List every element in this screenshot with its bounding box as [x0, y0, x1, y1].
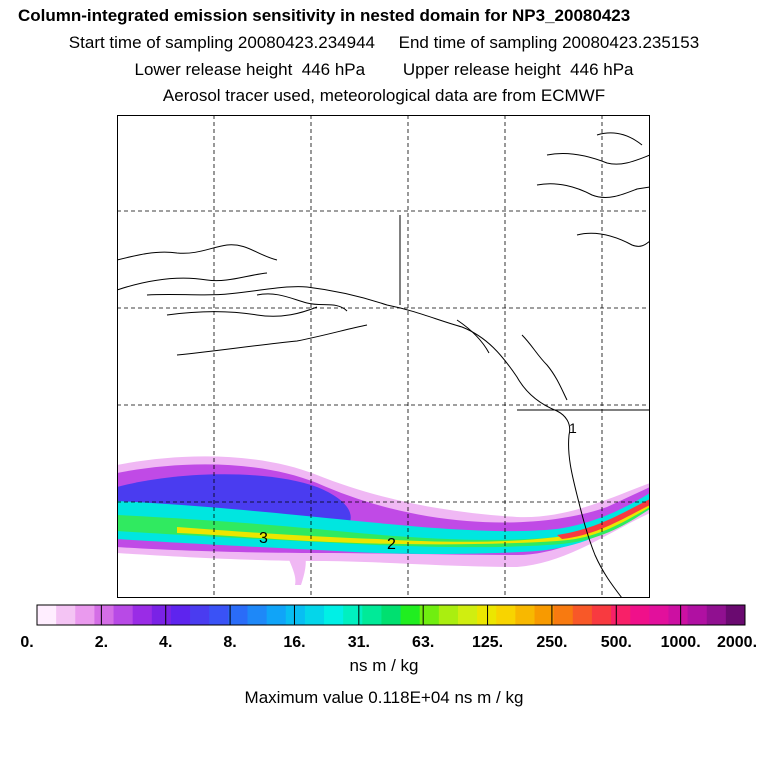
legend-swatch [228, 605, 248, 625]
plume-wisp [287, 555, 306, 585]
legend-swatch [113, 605, 134, 625]
legend-units: ns m / kg [349, 656, 419, 675]
legend-swatch [630, 605, 650, 625]
legend-tick-label: 2. [95, 634, 108, 651]
legend-swatch [266, 605, 287, 625]
sampling-times: Start time of sampling 20080423.234944 E… [68, 33, 700, 52]
legend-swatch [496, 605, 516, 625]
legend-swatch [400, 605, 421, 625]
legend-swatch [381, 605, 402, 625]
legend-tick-labels: 0. 2. 4. 8. 16. 31. 63. 125. 250. 500. 1000. 2000. [20, 605, 757, 651]
legend-swatch [725, 605, 746, 625]
plume-label-3: 3 [259, 530, 268, 547]
legend-swatch [247, 605, 268, 625]
plume-red [557, 499, 650, 539]
legend-tick-label: 16. [283, 634, 305, 651]
legend-swatch [209, 605, 229, 625]
legend-swatch [362, 605, 382, 625]
legend-tick-label: 4. [159, 634, 172, 651]
legend-swatch [151, 605, 172, 625]
legend-tick-label: 1000. [661, 634, 701, 651]
map-gridlines [117, 115, 650, 598]
legend-swatch [37, 605, 57, 625]
legend-tick-label: 0. [20, 634, 33, 651]
legend-swatch [477, 605, 497, 625]
legend-tick-label: 2000. [717, 634, 757, 651]
map-panel: 3 2 1 [117, 115, 650, 598]
legend-swatch [534, 605, 555, 625]
legend-swatch [668, 605, 689, 625]
legend-swatch [75, 605, 95, 625]
coastlines [117, 132, 650, 598]
legend-tick-label: 125. [472, 634, 503, 651]
legend-colorbar [36, 604, 746, 626]
legend-swatch [706, 605, 727, 625]
plume-label-1: 1 [569, 420, 577, 436]
plume-label-2: 2 [387, 536, 396, 553]
legend-swatch [56, 605, 76, 625]
legend-swatch [457, 605, 478, 625]
tracer-info: Aerosol tracer used, meteorological data… [162, 86, 606, 105]
legend-tick-label: 8. [223, 634, 236, 651]
color-legend: 0. 2. 4. 8. 16. 31. 63. 125. 250. 500. 1000. 2000. [20, 604, 757, 651]
legend-tick-label: 500. [601, 634, 632, 651]
legend-swatch [343, 605, 363, 625]
legend-swatch [132, 605, 153, 625]
plume-field [117, 456, 650, 585]
legend-swatch [649, 605, 669, 625]
legend-swatch [687, 605, 708, 625]
legend-tick-label: 250. [536, 634, 567, 651]
legend-swatch [572, 605, 593, 625]
plume-cyan [117, 493, 650, 554]
legend-swatch [611, 605, 631, 625]
legend-swatch [94, 605, 115, 625]
maximum-value: Maximum value 0.118E+04 ns m / kg [244, 688, 524, 707]
legend-swatch [170, 605, 191, 625]
release-heights: Lower release height 446 hPa Upper relea… [134, 60, 634, 79]
legend-swatch [285, 605, 306, 625]
plot-title: Column-integrated emission sensitivity i… [18, 6, 631, 25]
legend-swatch [324, 605, 344, 625]
legend-swatch [304, 605, 325, 625]
legend-swatch [515, 605, 536, 625]
legend-swatch [438, 605, 459, 625]
legend-swatch [419, 605, 440, 625]
legend-tick-label: 63. [412, 634, 434, 651]
legend-swatch [553, 605, 574, 625]
legend-swatch [190, 605, 210, 625]
legend-swatch [591, 605, 612, 625]
legend-tick-label: 31. [348, 634, 370, 651]
